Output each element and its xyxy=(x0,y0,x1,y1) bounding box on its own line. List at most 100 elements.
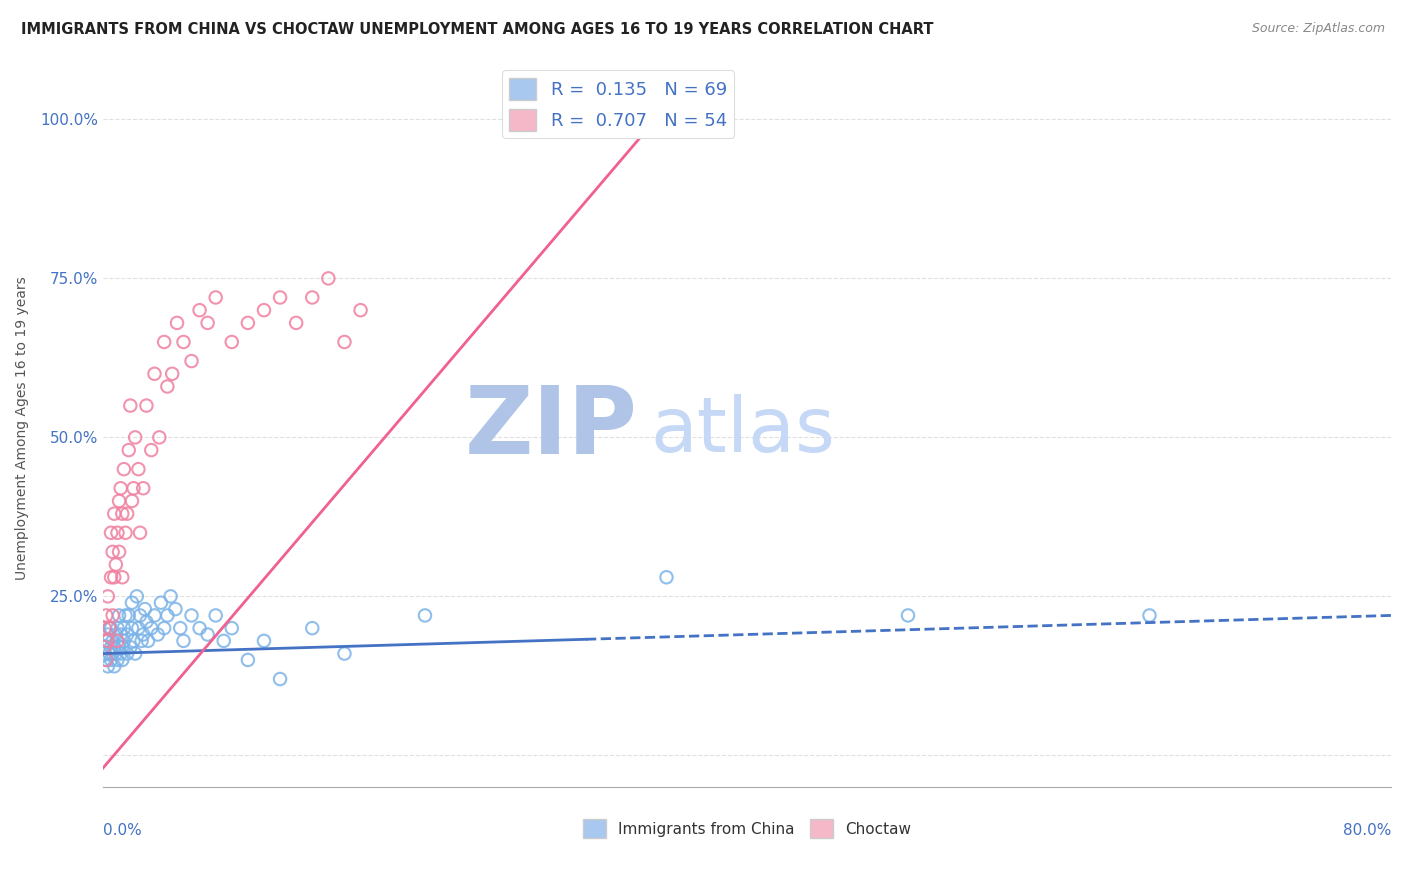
Point xyxy=(96,653,118,667)
Point xyxy=(96,653,118,667)
Point xyxy=(136,633,159,648)
Point xyxy=(107,525,129,540)
Point xyxy=(108,640,131,655)
Point xyxy=(132,481,155,495)
Point xyxy=(103,659,125,673)
Point xyxy=(104,558,127,572)
Point xyxy=(153,334,176,349)
Point xyxy=(120,399,142,413)
Point xyxy=(111,640,134,655)
Point xyxy=(124,647,146,661)
Point xyxy=(111,653,134,667)
Point xyxy=(127,462,149,476)
Point xyxy=(135,615,157,629)
Text: 0.0%: 0.0% xyxy=(103,823,142,838)
Point xyxy=(103,640,125,655)
Point xyxy=(188,621,211,635)
Point xyxy=(122,481,145,495)
Text: Source: ZipAtlas.com: Source: ZipAtlas.com xyxy=(1251,22,1385,36)
Point xyxy=(96,633,118,648)
Point xyxy=(107,653,129,667)
Point xyxy=(100,640,122,655)
Point xyxy=(97,590,120,604)
Point xyxy=(166,316,188,330)
Point xyxy=(204,608,226,623)
Point xyxy=(100,525,122,540)
Point xyxy=(160,367,183,381)
Point xyxy=(93,640,115,655)
Point xyxy=(103,570,125,584)
Point xyxy=(121,494,143,508)
Legend: Immigrants from China, Choctaw: Immigrants from China, Choctaw xyxy=(576,814,917,844)
Point xyxy=(110,481,132,495)
Point xyxy=(129,525,152,540)
Point xyxy=(107,633,129,648)
Point xyxy=(301,621,323,635)
Point xyxy=(100,621,122,635)
Point xyxy=(97,627,120,641)
Point xyxy=(1139,608,1161,623)
Point xyxy=(121,596,143,610)
Point xyxy=(97,659,120,673)
Point xyxy=(156,608,179,623)
Point xyxy=(141,443,163,458)
Point xyxy=(111,507,134,521)
Point xyxy=(125,590,148,604)
Point xyxy=(135,399,157,413)
Point xyxy=(143,608,166,623)
Point xyxy=(100,653,122,667)
Point xyxy=(204,290,226,304)
Point xyxy=(118,443,141,458)
Point xyxy=(134,602,156,616)
Point xyxy=(101,545,124,559)
Text: ZIP: ZIP xyxy=(464,382,637,474)
Point xyxy=(93,640,115,655)
Point xyxy=(141,621,163,635)
Point xyxy=(104,647,127,661)
Point xyxy=(93,621,115,635)
Point xyxy=(103,507,125,521)
Point xyxy=(180,608,202,623)
Point xyxy=(318,271,340,285)
Point xyxy=(112,621,135,635)
Point xyxy=(101,633,124,648)
Point xyxy=(98,621,121,635)
Point xyxy=(115,627,138,641)
Point xyxy=(110,627,132,641)
Point xyxy=(129,608,152,623)
Text: atlas: atlas xyxy=(651,394,835,468)
Point xyxy=(112,633,135,648)
Point xyxy=(253,303,276,318)
Point xyxy=(97,633,120,648)
Point xyxy=(146,627,169,641)
Point xyxy=(124,430,146,444)
Point xyxy=(98,647,121,661)
Point xyxy=(221,621,243,635)
Point xyxy=(221,334,243,349)
Point xyxy=(118,608,141,623)
Point xyxy=(236,653,259,667)
Point xyxy=(112,462,135,476)
Point xyxy=(115,647,138,661)
Point xyxy=(101,647,124,661)
Point xyxy=(108,545,131,559)
Point xyxy=(269,290,291,304)
Point xyxy=(333,647,356,661)
Point xyxy=(413,608,436,623)
Point xyxy=(169,621,191,635)
Point xyxy=(655,570,678,584)
Text: 80.0%: 80.0% xyxy=(1343,823,1391,838)
Point xyxy=(98,621,121,635)
Point xyxy=(180,354,202,368)
Point xyxy=(269,672,291,686)
Point xyxy=(127,621,149,635)
Point xyxy=(148,430,170,444)
Point xyxy=(253,633,276,648)
Point xyxy=(159,590,181,604)
Point xyxy=(122,633,145,648)
Point xyxy=(121,621,143,635)
Point xyxy=(156,379,179,393)
Text: IMMIGRANTS FROM CHINA VS CHOCTAW UNEMPLOYMENT AMONG AGES 16 TO 19 YEARS CORRELAT: IMMIGRANTS FROM CHINA VS CHOCTAW UNEMPLO… xyxy=(21,22,934,37)
Point xyxy=(165,602,187,616)
Point xyxy=(149,596,172,610)
